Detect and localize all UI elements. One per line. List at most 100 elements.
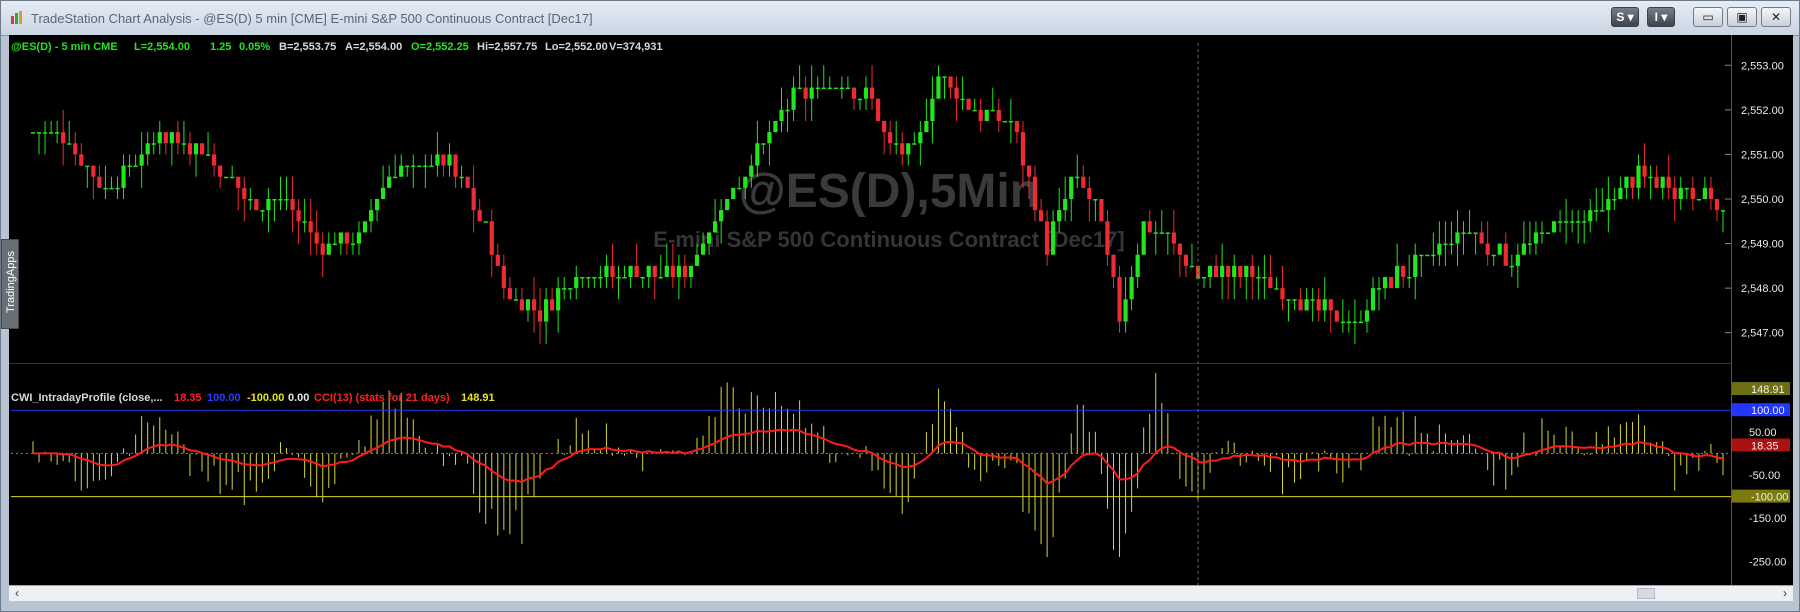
candle-body [1702, 187, 1707, 199]
candle-body [272, 199, 277, 201]
candle-body [1389, 277, 1394, 289]
candle-body [302, 221, 307, 223]
scroll-thumb[interactable] [1637, 588, 1655, 599]
close-button[interactable]: ✕ [1761, 7, 1791, 27]
candle-body [1678, 187, 1683, 199]
candle-body [1413, 254, 1418, 277]
s-menu-button[interactable]: S ▾ [1611, 7, 1639, 27]
high-price: Hi=2,557.75 [477, 41, 537, 53]
horizontal-scrollbar[interactable]: ‹ › [9, 585, 1793, 601]
candle-body [1032, 176, 1038, 211]
candle-body [1419, 254, 1424, 257]
candle-body [175, 132, 180, 144]
candle-body [833, 87, 838, 90]
candle-body [827, 87, 832, 90]
candle-body [1141, 221, 1146, 255]
candle-body [948, 76, 953, 88]
cci-label: CCI(13) (stats for 21 days) [314, 392, 450, 404]
candle-body [930, 98, 935, 121]
candle-body [906, 143, 911, 155]
candle-body [984, 109, 989, 121]
candle-body [211, 154, 217, 166]
chart-canvas[interactable]: @ES(D),5Min E-mini S&P 500 Continuous Co… [9, 35, 1793, 601]
panel-separator [9, 363, 1731, 364]
candle-body [1214, 265, 1219, 277]
candle-body [1189, 265, 1195, 268]
candle-body [1370, 288, 1376, 311]
candle-body [1696, 199, 1701, 201]
candle-body [157, 132, 162, 144]
restore-button[interactable]: ▣ [1727, 7, 1757, 27]
candle-body [1431, 254, 1436, 257]
candle-body [1648, 176, 1653, 179]
candle-body [1244, 265, 1249, 277]
candle-body [1153, 232, 1158, 234]
candle-body [839, 87, 844, 90]
candle-body [1690, 187, 1695, 199]
chart-background [9, 35, 1793, 601]
candle-body [1008, 121, 1013, 123]
tradingapps-tab[interactable]: TradingApps [1, 239, 19, 329]
indicator-header[interactable]: CWI_IntradayProfile (close,... 18.35 100… [11, 392, 495, 404]
candle-body [1232, 265, 1237, 277]
candle-body [218, 165, 223, 177]
i-menu-button[interactable]: I ▾ [1647, 7, 1675, 27]
candle-body [652, 265, 657, 277]
candle-body [924, 121, 929, 133]
candle-body [543, 299, 549, 322]
candle-body [1346, 321, 1351, 324]
candle-body [1292, 299, 1297, 301]
candle-body [393, 176, 398, 179]
indicator-value-4: 0.00 [288, 392, 309, 404]
ask-price: A=2,554.00 [345, 41, 402, 53]
candle-body [580, 277, 585, 279]
title-bar: TradeStation Chart Analysis - @ES(D) 5 m… [1, 1, 1799, 36]
candle-body [743, 176, 748, 188]
candle-body [85, 165, 90, 168]
scroll-right-icon[interactable]: › [1783, 586, 1787, 600]
price-tick-label: 2,551.00 [1741, 149, 1784, 161]
candle-body [1497, 243, 1502, 255]
candle-body [954, 87, 959, 99]
candle-body [1063, 199, 1068, 211]
candle-body [483, 221, 488, 223]
scroll-left-icon[interactable]: ‹ [15, 586, 19, 600]
bid-price: B=2,553.75 [279, 41, 336, 53]
candle-body [1159, 232, 1164, 234]
candle-body [1081, 176, 1086, 188]
candle-body [1600, 210, 1605, 212]
candle-body [326, 243, 331, 255]
candle-body [1316, 299, 1321, 311]
candle-body [1660, 176, 1665, 188]
candle-body [471, 187, 476, 211]
candle-body [1594, 210, 1599, 212]
minimize-button[interactable]: ▭ [1693, 7, 1723, 27]
candle-body [1473, 232, 1478, 234]
indicator-tick-label: -250.00 [1749, 556, 1786, 568]
price-tick-label: 2,547.00 [1741, 328, 1784, 340]
candle-body [1515, 254, 1520, 266]
indicator-name: CWI_IntradayProfile (close,... [11, 392, 163, 404]
candle-body [199, 143, 205, 155]
candle-body [308, 221, 313, 233]
candle-body [115, 187, 120, 190]
candle-body [1401, 265, 1406, 277]
symbol-label: @ES(D) - 5 min CME [11, 41, 118, 53]
candle-body [1714, 199, 1720, 211]
chart-area[interactable]: @ES(D),5Min E-mini S&P 500 Continuous Co… [9, 35, 1793, 601]
candle-body [236, 176, 241, 188]
candle-body [1606, 199, 1611, 211]
candle-body [694, 254, 700, 266]
candle-body [664, 265, 669, 277]
indicator-value-1: 18.35 [174, 392, 202, 404]
candle-body [338, 232, 343, 244]
indicator-tick-label: -150.00 [1749, 513, 1786, 525]
candle-body [417, 165, 422, 168]
candle-body [260, 210, 265, 212]
close-icon: ✕ [1770, 10, 1782, 24]
candle-body [266, 199, 271, 211]
candle-body [622, 277, 627, 279]
candle-body [1177, 243, 1182, 255]
price-tick-label: 2,549.00 [1741, 239, 1784, 251]
candle-body [809, 87, 814, 99]
